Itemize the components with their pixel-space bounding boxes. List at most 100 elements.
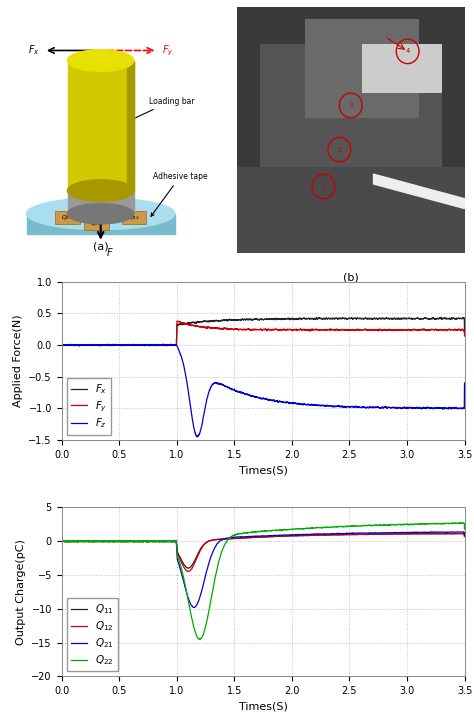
X-axis label: Times(S): Times(S) [238,465,288,475]
$F_z$ [194,433,200,441]
$Q_{11}$ [185,564,191,572]
$Q_{12}$ [457,529,463,538]
$F_y$ [315,326,321,335]
X-axis label: Times(S): Times(S) [238,702,288,712]
Text: 1: 1 [321,184,326,189]
Bar [260,44,442,167]
$F_y$ [462,332,467,340]
Text: $F_y$: $F_y$ [162,43,173,58]
$Q_{21}$ [59,537,64,545]
$F_x$ [298,314,304,323]
Polygon shape [67,61,134,191]
$F_z$ [462,379,467,387]
$F_z$ [59,341,64,350]
$Q_{21}$ [191,603,197,612]
$Q_{21}$ [454,528,459,536]
$F_y$ [174,317,180,325]
$Q_{22}$ [430,520,436,528]
$Q_{11}$ [315,530,320,539]
$Q_{21}$ [298,530,304,539]
Text: $Q_{22}$: $Q_{22}$ [90,219,102,228]
$Q_{21}$ [249,532,255,540]
Line: $Q_{12}$: $Q_{12}$ [62,533,465,572]
Bar [237,167,465,253]
$Q_{22}$ [197,635,203,644]
Bar [305,19,419,117]
Text: 4: 4 [405,48,410,54]
$Q_{11}$ [430,530,436,538]
$Q_{11}$ [249,533,255,542]
Line: $F_y$: $F_y$ [62,321,465,346]
Text: 2: 2 [337,147,342,152]
$F_z$ [205,393,210,402]
$Q_{12}$ [249,533,255,542]
$Q_{12}$ [315,531,320,540]
$Q_{22}$ [59,537,64,545]
Line: $Q_{21}$: $Q_{21}$ [62,532,465,607]
Legend: $F_x$, $F_y$, $F_z$: $F_x$, $F_y$, $F_z$ [67,378,111,434]
Y-axis label: Applied Force(N): Applied Force(N) [13,315,23,407]
$F_y$ [59,341,64,350]
Line: $F_z$: $F_z$ [62,345,465,437]
$Q_{21}$ [430,528,436,536]
$F_x$ [75,342,81,350]
$Q_{12}$ [59,537,64,545]
FancyBboxPatch shape [84,216,109,230]
$Q_{22}$ [298,524,304,533]
Legend: $Q_{11}$, $Q_{12}$, $Q_{21}$, $Q_{22}$: $Q_{11}$, $Q_{12}$, $Q_{21}$, $Q_{22}$ [67,598,118,671]
$F_y$ [431,326,437,335]
$F_x$ [205,318,210,326]
$Q_{11}$ [59,537,64,545]
Polygon shape [67,191,134,214]
Text: $F_x$: $F_x$ [28,43,40,58]
Ellipse shape [27,198,175,230]
$Q_{12}$ [143,538,148,546]
$Q_{11}$ [458,529,464,538]
$Q_{12}$ [430,530,436,538]
$Q_{12}$ [185,567,191,576]
$F_x$ [462,325,467,334]
Polygon shape [374,174,465,209]
$Q_{22}$ [205,614,210,622]
$F_x$ [59,340,64,349]
$F_z$ [68,340,74,349]
$F_x$ [430,314,436,323]
$Q_{11}$ [143,538,148,546]
$Q_{21}$ [315,530,320,538]
Bar [362,44,442,93]
$Q_{11}$ [298,531,304,540]
$Q_{22}$ [462,525,467,533]
Text: $F$: $F$ [106,246,114,258]
$Q_{22}$ [249,528,255,536]
Polygon shape [127,61,134,191]
Text: (a): (a) [93,241,109,251]
Y-axis label: Output Charge(pC): Output Charge(pC) [16,539,26,645]
$Q_{21}$ [205,565,210,573]
Line: $F_x$: $F_x$ [62,318,465,346]
Ellipse shape [67,181,134,201]
$F_z$ [298,400,304,409]
$F_y$ [205,323,210,331]
FancyBboxPatch shape [55,211,80,224]
Line: $Q_{11}$: $Q_{11}$ [62,533,465,568]
Line: $Q_{22}$: $Q_{22}$ [62,523,465,639]
$Q_{12}$ [298,531,304,540]
$F_x$ [438,313,444,322]
FancyBboxPatch shape [93,205,117,218]
$F_z$ [249,392,255,400]
Polygon shape [27,214,175,234]
$F_y$ [298,325,304,333]
$F_y$ [71,342,77,350]
$Q_{21}$ [462,531,467,540]
$F_z$ [431,404,437,412]
$Q_{22}$ [315,523,320,532]
FancyBboxPatch shape [122,211,146,224]
$Q_{22}$ [450,518,456,527]
$F_z$ [143,340,149,349]
Ellipse shape [67,180,134,201]
$F_z$ [315,401,321,409]
$F_x$ [315,315,320,323]
$Q_{11}$ [205,538,210,546]
$F_y$ [143,341,149,350]
$F_x$ [143,341,149,350]
